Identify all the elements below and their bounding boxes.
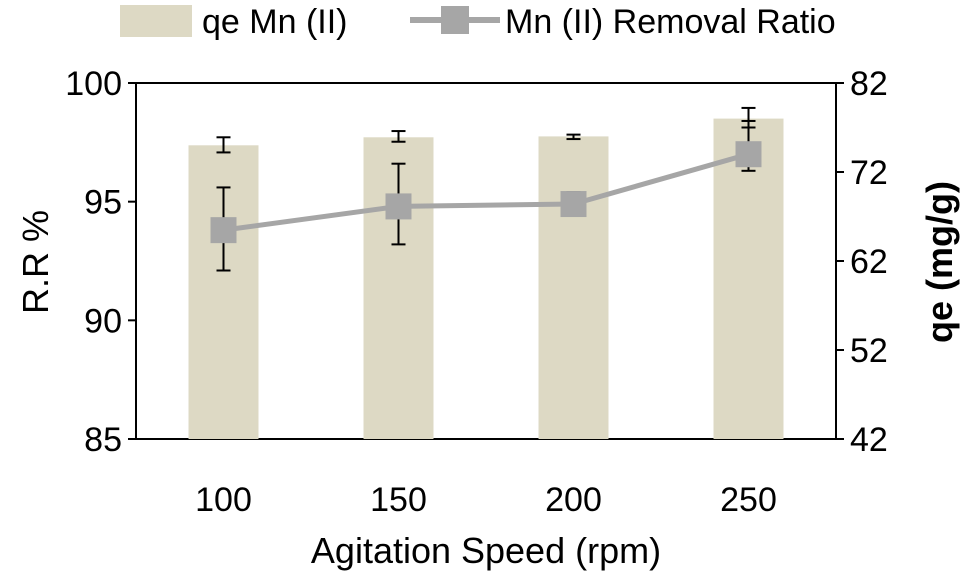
x-tick-label-150: 150 <box>370 481 427 519</box>
removal-ratio-line <box>223 151 750 233</box>
line-error-layer <box>216 119 756 272</box>
bar-error-layer <box>216 106 756 154</box>
x-axis-ticks: 100 150 200 250 <box>195 481 777 519</box>
bar-error-150 <box>391 130 406 143</box>
x-tick-label-250: 250 <box>720 481 777 519</box>
x-axis-title: Agitation Speed (rpm) <box>311 530 661 571</box>
left-tick-label-95: 95 <box>84 184 122 222</box>
right-axis-title: qe (mg/g) <box>919 181 960 343</box>
left-tick-label-90: 90 <box>84 302 122 340</box>
line-marker-250 <box>735 141 762 168</box>
markers-layer <box>210 141 762 244</box>
bar-error-200 <box>566 133 581 141</box>
legend-swatch-marker <box>441 6 469 34</box>
line-marker-150 <box>385 193 412 220</box>
left-axis-ticks: 85 90 95 100 <box>65 65 136 459</box>
left-axis-title: R.R % <box>15 210 56 314</box>
line-layer <box>223 151 750 233</box>
bars-layer <box>188 118 784 440</box>
legend-label-line: Mn (II) Removal Ratio <box>505 3 836 41</box>
legend-label-bar: qe Mn (II) <box>202 3 347 41</box>
right-tick-label-82: 82 <box>850 65 888 103</box>
line-marker-200 <box>560 191 587 218</box>
right-tick-label-52: 52 <box>850 332 888 370</box>
right-tick-label-62: 62 <box>850 243 888 281</box>
right-axis-ticks: 42 52 62 72 82 <box>836 65 888 459</box>
line-marker-100 <box>210 217 237 244</box>
bar-250 <box>713 118 784 439</box>
legend: qe Mn (II) Mn (II) Removal Ratio <box>120 3 836 41</box>
bar-200 <box>538 136 609 439</box>
right-tick-label-42: 42 <box>850 421 888 459</box>
x-tick-label-200: 200 <box>545 481 602 519</box>
left-tick-label-85: 85 <box>84 421 122 459</box>
legend-swatch-bar <box>120 5 192 37</box>
x-tick-label-100: 100 <box>195 481 252 519</box>
right-tick-label-72: 72 <box>850 154 888 192</box>
bar-error-100 <box>216 136 231 154</box>
left-tick-label-100: 100 <box>65 65 122 103</box>
